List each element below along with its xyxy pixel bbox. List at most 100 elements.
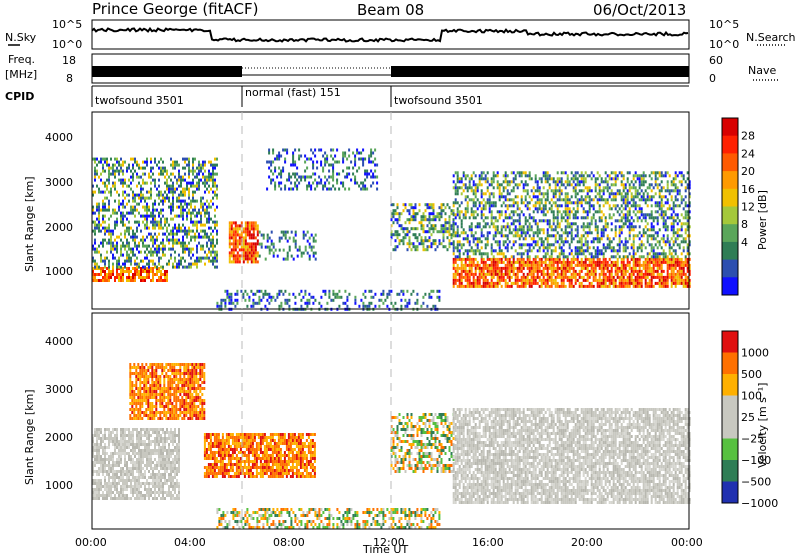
power-cell xyxy=(508,278,511,282)
power-cell xyxy=(550,266,553,270)
power-cell xyxy=(640,269,643,273)
power-cell xyxy=(566,174,569,178)
power-cell xyxy=(608,278,611,282)
power-cell xyxy=(498,269,501,273)
power-cell xyxy=(182,214,184,218)
power-cell xyxy=(678,278,681,282)
power-cell xyxy=(188,166,190,170)
power-cell xyxy=(466,272,469,276)
power-cell xyxy=(164,190,166,194)
power-cell xyxy=(134,157,136,161)
power-cell xyxy=(502,266,505,270)
power-cell xyxy=(466,284,469,288)
power-cell xyxy=(210,241,212,245)
power-cell xyxy=(230,260,233,264)
power-cell xyxy=(324,181,327,185)
power-cell xyxy=(478,252,481,256)
power-cell xyxy=(92,229,94,233)
power-cell xyxy=(246,224,249,228)
power-cell xyxy=(634,257,637,261)
power-cell xyxy=(216,163,218,167)
power-cell xyxy=(578,249,581,253)
power-cell xyxy=(564,204,567,208)
power-cell xyxy=(298,248,301,252)
power-cell xyxy=(94,232,96,236)
power-cell xyxy=(154,226,156,230)
power-cell xyxy=(592,284,595,288)
power-cell xyxy=(198,220,200,224)
power-cell xyxy=(358,157,361,161)
power-cell xyxy=(584,195,587,199)
power-cell xyxy=(302,295,305,299)
power-cell xyxy=(410,218,413,222)
power-cell xyxy=(434,215,437,219)
power-cell xyxy=(656,231,659,235)
power-cell xyxy=(166,235,168,239)
power-cell xyxy=(342,301,345,305)
power-cell xyxy=(666,183,669,187)
power-cell xyxy=(662,252,665,256)
power-cell xyxy=(254,245,257,249)
power-cell xyxy=(452,243,455,247)
power-cell xyxy=(526,252,529,256)
power-cell xyxy=(354,160,357,164)
power-cell xyxy=(154,157,156,161)
power-cell xyxy=(452,225,455,229)
power-cell xyxy=(188,175,190,179)
power-cell xyxy=(334,187,337,191)
power-cell xyxy=(464,213,467,217)
power-cell xyxy=(310,148,313,152)
power-cell xyxy=(236,298,239,302)
power-cell xyxy=(596,249,599,253)
power-cell xyxy=(296,184,299,188)
power-cell xyxy=(326,157,329,161)
power-cell xyxy=(550,275,553,279)
power-cell xyxy=(474,278,477,282)
power-cell xyxy=(466,278,469,282)
power-cell xyxy=(684,228,687,232)
power-cell xyxy=(408,298,411,302)
power-cell xyxy=(314,298,317,302)
power-cell xyxy=(510,255,513,259)
power-cell xyxy=(150,247,152,251)
power-cell xyxy=(562,243,565,247)
power-cell xyxy=(290,175,293,179)
power-cell xyxy=(554,225,557,229)
power-cell xyxy=(520,201,523,205)
power-cell xyxy=(674,219,677,223)
power-cell xyxy=(662,213,665,217)
power-cell xyxy=(492,216,495,220)
power-cell xyxy=(116,276,118,279)
power-cell xyxy=(98,229,100,233)
power-cell xyxy=(176,163,178,167)
power-cell xyxy=(680,174,683,178)
power-cell xyxy=(418,203,421,207)
power-cell xyxy=(642,228,645,232)
power-cell xyxy=(548,243,551,247)
power-cell xyxy=(472,201,475,205)
power-cell xyxy=(312,172,315,176)
power-cell xyxy=(336,160,339,164)
power-cell xyxy=(172,160,174,164)
power-cell xyxy=(598,284,601,288)
power-cell xyxy=(378,304,381,308)
power-cell xyxy=(612,177,615,181)
power-cell xyxy=(244,254,247,258)
power-cell xyxy=(644,189,647,193)
power-cell xyxy=(622,186,625,190)
power-cell xyxy=(240,221,243,225)
power-cell xyxy=(182,244,184,248)
power-cell xyxy=(534,201,537,205)
power-cell xyxy=(412,212,415,216)
power-cell xyxy=(150,214,152,218)
power-cell xyxy=(440,230,443,234)
power-cell xyxy=(296,248,299,252)
power-cell xyxy=(480,266,483,270)
power-cell xyxy=(678,257,681,261)
power-cell xyxy=(580,189,583,193)
power-cell xyxy=(152,267,154,270)
power-cell xyxy=(580,240,583,244)
power-cell xyxy=(450,233,453,237)
power-cell xyxy=(458,266,461,270)
power-cell xyxy=(600,260,603,264)
